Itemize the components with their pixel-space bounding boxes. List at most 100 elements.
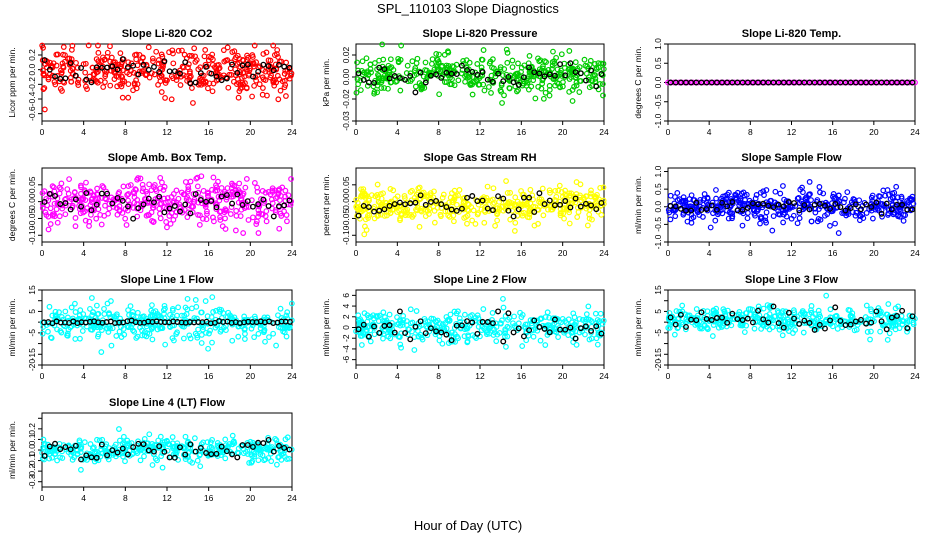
data-point [571,321,578,328]
data-point [535,83,542,90]
data-point [773,79,780,86]
data-point [86,218,93,225]
data-point [707,224,714,231]
overlay-point [888,314,895,321]
data-point [713,195,719,202]
overlay-point [816,200,823,207]
data-point [853,209,860,216]
data-point [169,335,176,342]
data-point [66,61,73,67]
data-point [175,195,182,202]
overlay-point [57,201,64,207]
data-point [155,57,162,63]
data-point [412,65,419,71]
data-point [355,204,362,210]
data-point [447,81,453,88]
data-point [175,304,182,311]
data-point [73,59,79,66]
data-point [270,42,277,49]
data-point [452,193,459,200]
overlay-point [546,329,553,336]
data-point [727,204,733,210]
overlay-point [593,206,600,213]
data-point [187,178,194,185]
data-point [416,223,423,230]
data-point [440,191,447,198]
data-point [673,308,680,314]
y-axis-label: degrees C per min. [7,169,17,241]
data-point [363,326,370,333]
data-point [95,49,102,56]
overlay-point [151,63,157,70]
data-point [382,314,388,321]
data-point [472,221,479,227]
overlay-point [749,319,756,326]
data-point [722,311,729,318]
data-point [585,303,592,310]
data-point [696,199,703,206]
overlay-point [505,310,512,317]
data-point [52,308,59,315]
overlay-point [412,323,419,330]
overlay-point [739,206,746,213]
data-point [88,295,95,301]
x-tick-label: 16 [828,127,838,137]
data-point [202,47,209,53]
data-point [706,79,713,86]
overlay-point [412,89,419,96]
data-point [107,43,113,50]
data-point [481,204,488,211]
data-point [41,188,48,195]
data-point [908,196,914,203]
overlay-point [760,316,767,323]
data-point [72,309,79,315]
data-point [243,85,250,92]
data-point [93,302,100,309]
data-point [75,76,82,83]
data-point [359,332,366,339]
data-point [906,318,913,325]
data-point [446,317,453,324]
data-point [847,312,854,319]
data-point [868,328,874,335]
data-point [904,328,910,335]
data-point [242,184,249,191]
data-point [824,211,831,218]
data-point [710,322,717,328]
overlay-point [124,203,131,210]
data-point [241,73,248,80]
data-point [518,203,525,210]
data-point [78,466,84,473]
overlay-point [402,201,409,208]
data-point [120,183,127,190]
data-point [353,89,360,96]
data-point [385,333,392,340]
overlay-point [412,199,419,206]
data-point [246,460,253,466]
data-point [747,306,754,312]
overlay-point [78,203,85,210]
data-point [844,189,851,196]
overlay-point [255,68,262,75]
data-point [593,195,599,201]
data-point [170,50,176,57]
data-point [667,216,674,223]
data-point [507,216,514,223]
data-point [53,206,60,213]
data-point [149,313,156,319]
overlay-point [785,199,792,206]
data-point [430,194,437,201]
data-point [230,438,237,445]
data-point [146,330,153,337]
data-point [150,445,157,452]
data-point [570,310,577,317]
data-point [119,80,126,87]
data-point [64,332,71,339]
data-point [150,451,157,458]
overlay-point [551,316,558,323]
data-point [867,336,873,343]
data-point [504,59,511,66]
data-point [190,100,196,106]
data-point [551,60,558,67]
